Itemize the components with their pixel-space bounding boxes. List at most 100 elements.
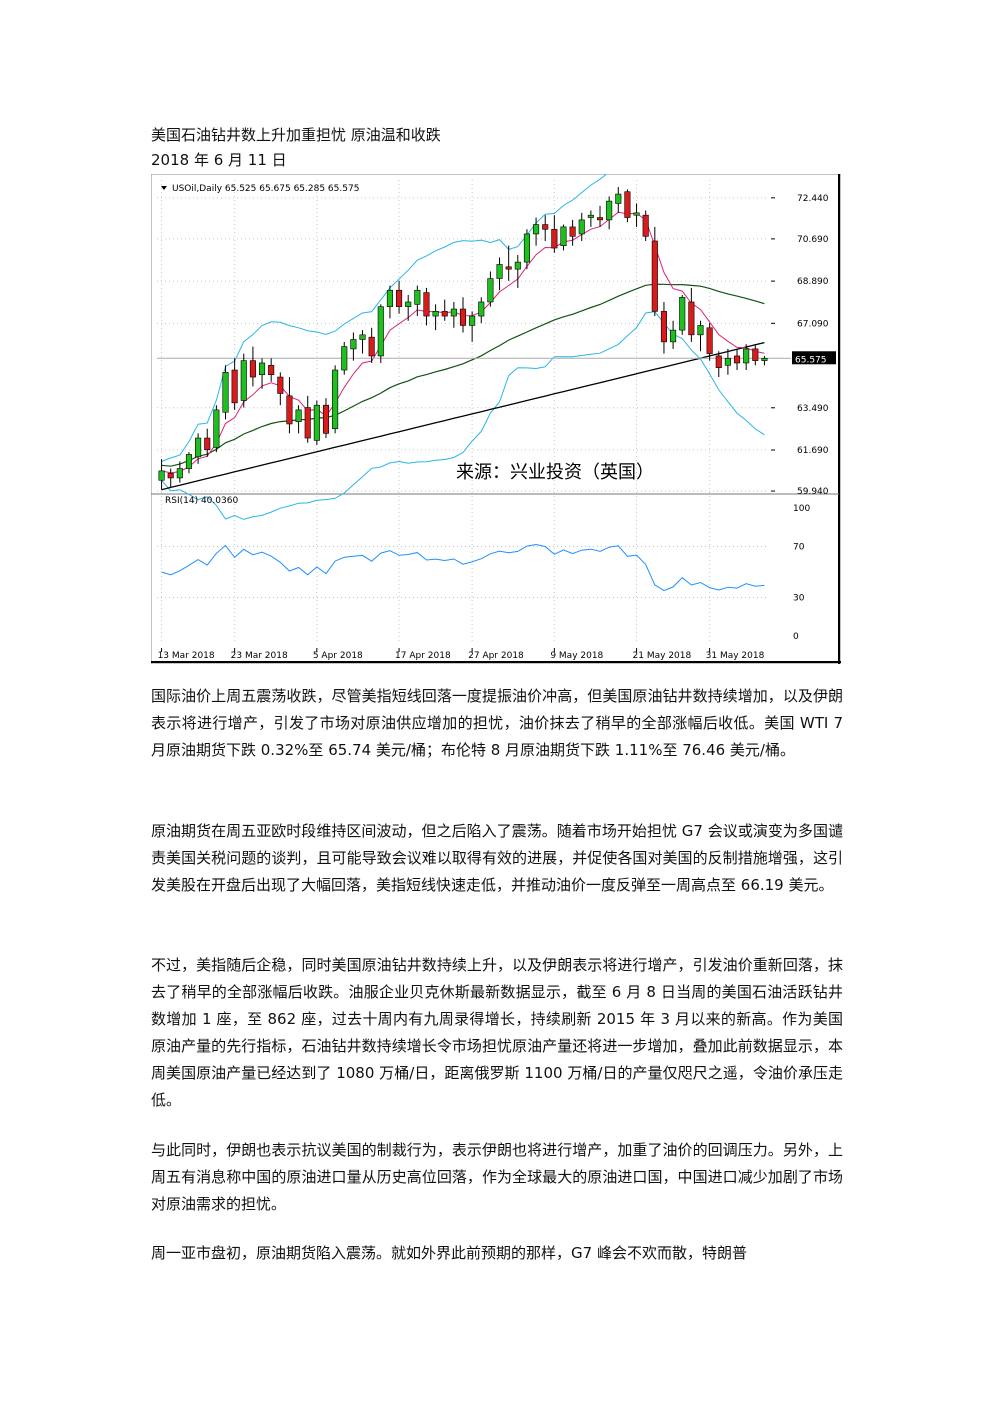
candle-body	[733, 355, 741, 364]
price-tick-label: 67.090	[797, 319, 829, 329]
candle-body	[368, 336, 375, 357]
rsi-line	[161, 543, 765, 592]
candle-body	[167, 472, 174, 479]
x-tick-label: 9 May 2018	[550, 651, 603, 661]
price-tick-label: 72.440	[797, 194, 829, 204]
candle-body	[679, 296, 686, 331]
paragraph-2: 原油期货在周五亚欧时段维持区间波动，但之后陷入了震荡。随着市场开始担忧 G7 会…	[151, 822, 843, 894]
candle-body	[624, 191, 631, 218]
rsi-layer	[161, 543, 765, 592]
candle-body	[222, 372, 229, 413]
candle-body	[697, 325, 704, 336]
current-price-tag-text: 65.575	[795, 355, 827, 365]
candle-body	[487, 278, 494, 303]
candle-body	[231, 369, 238, 404]
candle-layer	[158, 187, 768, 490]
candle-body	[469, 315, 476, 326]
article-title: 美国石油钻井数上升加重担忧 原油温和收跌	[151, 126, 441, 144]
paragraph-5: 周一亚市盘初，原油期货陷入震荡。就如外界此前预期的那样，G7 峰会不欢而散，特朗…	[151, 1244, 747, 1262]
chart-frame	[151, 174, 841, 664]
oil-price-chart: 65.575 72.440 70.690 68.890 67.090 63.490 61.6…	[151, 174, 841, 664]
candle-body	[743, 348, 750, 364]
rsi-tick-label: 100	[793, 504, 810, 514]
paragraph-1: 国际油价上周五震荡收跌，尽管美指短线回落一度提振油价冲高，但美国原油钻井数持续增…	[151, 687, 843, 759]
candle-body	[670, 329, 677, 343]
candle-body	[450, 308, 457, 317]
x-tick-label: 31 May 2018	[706, 651, 765, 661]
candle-body	[277, 376, 284, 394]
article-date: 2018 年 6 月 11 日	[151, 151, 287, 169]
candle-body	[295, 409, 302, 422]
candle-body	[606, 200, 613, 221]
x-tick-label: 17 Apr 2018	[395, 651, 451, 661]
candle-body	[405, 301, 412, 307]
candle-body	[542, 224, 549, 230]
candle-body	[441, 311, 448, 317]
candle-body	[396, 289, 403, 307]
candle-body	[523, 233, 530, 263]
x-tick-label: 5 Apr 2018	[313, 651, 363, 661]
candle-body	[478, 301, 485, 317]
candle-body	[377, 306, 384, 357]
candle-body	[268, 365, 275, 376]
candle-body	[158, 470, 165, 481]
x-tick-label: 13 Mar 2018	[158, 651, 215, 661]
candle-body	[185, 454, 193, 469]
candle-body	[651, 240, 658, 312]
x-tick-label: 23 Mar 2018	[231, 651, 288, 661]
candle-body	[660, 311, 667, 343]
candle-body	[551, 228, 558, 249]
candle-body	[313, 404, 320, 441]
rsi-tick-label: 70	[793, 542, 805, 552]
candle-body	[615, 193, 622, 204]
chart-canvas: 65.575 72.440 70.690 68.890 67.090 63.490 61.6…	[151, 174, 841, 664]
price-tick-label: 70.690	[797, 235, 829, 245]
candle-body	[706, 327, 713, 354]
candle-body	[560, 226, 567, 246]
candle-body	[596, 217, 604, 221]
paragraph-4: 与此同时，伊朗也表示抗议美国的制裁行为，表示伊朗也将进行增产，加重了油价的回调压…	[151, 1141, 843, 1213]
rsi-tick-label: 0	[793, 632, 799, 642]
candle-body	[213, 409, 220, 448]
candle-body	[176, 468, 183, 479]
slow-moving-average-line	[161, 341, 765, 491]
candle-body	[533, 224, 540, 235]
candle-body	[432, 311, 439, 317]
candle-body	[688, 301, 695, 336]
candle-body	[505, 266, 512, 270]
mid-moving-average-line	[161, 283, 765, 467]
candle-body	[724, 357, 731, 366]
candle-body	[304, 407, 311, 439]
candle-body	[359, 334, 366, 340]
candle-body	[569, 226, 576, 237]
price-tick-label: 59.940	[797, 487, 829, 497]
price-tick-label: 61.690	[797, 446, 829, 456]
x-tick-label: 27 Apr 2018	[468, 651, 524, 661]
axis-layer: 65.575 72.440 70.690 68.890 67.090 63.490 61.6…	[158, 194, 836, 661]
candle-body	[240, 360, 247, 401]
chart-source-label: 来源：兴业投资（英国）	[456, 462, 654, 483]
candle-body	[350, 339, 357, 350]
candle-body	[332, 369, 339, 429]
x-tick-label: 21 May 2018	[633, 651, 692, 661]
candle-body	[414, 289, 421, 305]
candle-body	[459, 308, 467, 326]
candle-body	[514, 261, 521, 270]
candle-body	[322, 404, 330, 434]
chart-header: USOil,Daily 65.525 65.675 65.285 65.575	[172, 184, 359, 194]
grid-layer	[151, 180, 839, 644]
price-tick-label: 63.490	[797, 404, 829, 414]
rsi-tick-label: 30	[793, 594, 805, 604]
candle-body	[578, 219, 585, 235]
candle-body	[386, 289, 393, 307]
bollinger-upper-line	[161, 174, 608, 462]
candle-body	[752, 348, 759, 361]
candle-body	[587, 214, 594, 218]
price-tick-label: 68.890	[797, 277, 829, 287]
candle-body	[249, 360, 256, 378]
candle-body	[496, 264, 503, 279]
candle-body	[761, 357, 768, 361]
current-price-tag	[792, 351, 836, 365]
candle-body	[259, 362, 266, 376]
